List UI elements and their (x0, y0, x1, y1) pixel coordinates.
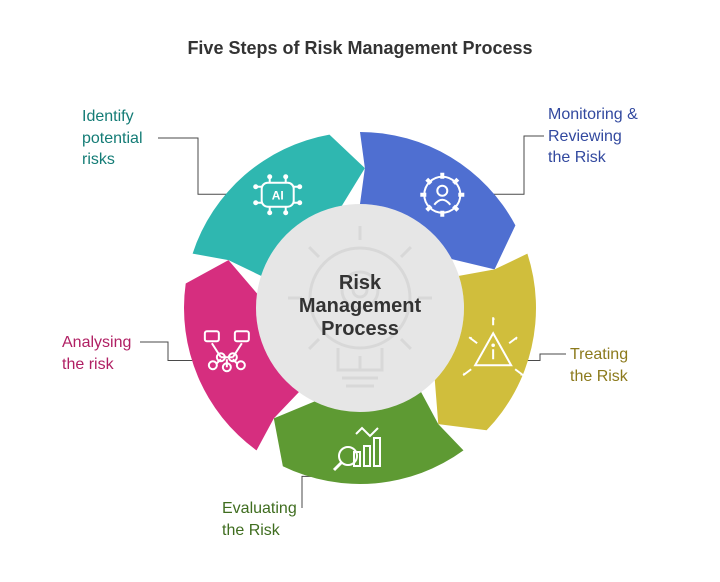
label-treat: Treatingthe Risk (570, 344, 628, 387)
label-identify: Identifypotentialrisks (82, 106, 143, 171)
svg-text:AI: AI (272, 189, 284, 203)
label-evaluate: Evaluatingthe Risk (222, 498, 297, 541)
label-monitor: Monitoring &Reviewingthe Risk (548, 104, 638, 169)
page-title: Five Steps of Risk Management Process (0, 38, 720, 59)
center-label: RiskManagementProcess (280, 272, 440, 341)
infographic-root: Five Steps of Risk Management Process AI… (0, 0, 720, 582)
label-analyse: Analysingthe risk (62, 332, 131, 375)
